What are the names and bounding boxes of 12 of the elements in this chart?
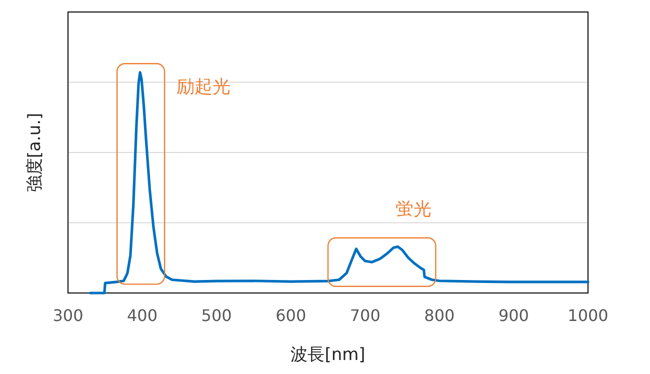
x-tick-label: 600 <box>276 306 306 325</box>
x-tick-label: 700 <box>350 306 380 325</box>
x-tick-label: 500 <box>201 306 232 325</box>
y-axis-title: 強度[a.u.] <box>25 112 45 192</box>
x-tick-label: 900 <box>498 306 529 325</box>
x-axis-title: 波長[nm] <box>290 345 366 365</box>
x-tick-label: 800 <box>424 306 455 325</box>
x-tick-label: 400 <box>127 306 158 325</box>
annotation: 蛍光 <box>396 198 432 220</box>
annotation: 励起光 <box>176 76 231 98</box>
x-tick-label: 300 <box>52 306 84 325</box>
x-tick-label: 1000 <box>568 306 608 325</box>
